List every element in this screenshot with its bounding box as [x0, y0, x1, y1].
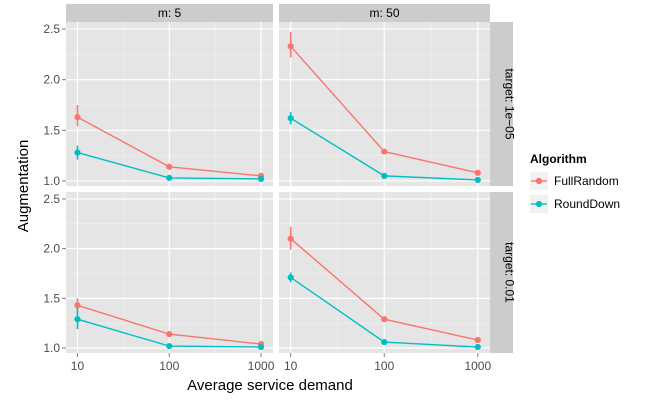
- x-tick-label: 100: [159, 359, 179, 373]
- facet-panel: [66, 192, 273, 353]
- data-point: [381, 148, 388, 155]
- data-point: [287, 235, 294, 242]
- y-tick-label: 1.0: [43, 341, 60, 355]
- data-point: [381, 338, 388, 346]
- facet-strip-right: [490, 192, 513, 353]
- facet-strip-right: [490, 22, 513, 186]
- legend-entry-label: RoundDown: [554, 197, 620, 211]
- x-tick-label: 1000: [248, 359, 275, 373]
- data-point: [74, 302, 81, 309]
- axis-layer: Augmentation Average service demand 1.0 1…: [15, 22, 491, 394]
- y-tick-label: 1.5: [43, 123, 60, 137]
- data-point: [74, 316, 81, 323]
- facet-panel: [279, 192, 490, 353]
- data-point: [474, 169, 481, 176]
- data-point: [474, 176, 481, 184]
- data-point: [257, 175, 265, 183]
- facet-column-label: m: 5: [158, 6, 182, 20]
- facet-strip-layer: m: 5 m: 50 target: 1e−05 target: 0.01: [66, 4, 517, 353]
- facet-panel: [66, 22, 273, 186]
- data-point: [474, 343, 481, 351]
- x-axis-title: Average service demand: [187, 377, 353, 394]
- y-tick-label: 2.5: [43, 22, 60, 36]
- x-tick-label: 10: [71, 359, 85, 373]
- data-point: [74, 114, 81, 121]
- y-tick-label: 2.0: [43, 73, 60, 87]
- data-point: [381, 316, 388, 323]
- data-point: [166, 342, 173, 350]
- y-axis-title: Augmentation: [15, 140, 32, 233]
- data-point: [166, 163, 173, 170]
- x-tick-label: 10: [284, 359, 298, 373]
- legend: Algorithm FullRandom RoundDown: [530, 152, 620, 213]
- y-tick-label: 2.0: [43, 242, 60, 256]
- data-point: [381, 172, 388, 179]
- legend-key-point: [535, 200, 543, 208]
- data-point: [287, 43, 294, 50]
- facet-strip-top: [66, 4, 273, 22]
- facet-row-label: target: 1e−05: [503, 68, 517, 139]
- data-point: [474, 336, 481, 344]
- facet-panel: [279, 22, 490, 186]
- legend-entry-label: FullRandom: [554, 174, 619, 188]
- data-point: [257, 343, 265, 351]
- y-tick-label: 1.0: [43, 174, 60, 188]
- data-point: [166, 331, 173, 338]
- x-tick-label: 1000: [464, 359, 491, 373]
- facet-column-label: m: 50: [369, 6, 399, 20]
- facet-row-label: target: 0.01: [503, 242, 517, 303]
- data-point: [287, 274, 294, 281]
- data-point: [287, 115, 294, 122]
- data-point: [166, 174, 173, 182]
- data-point: [74, 149, 81, 156]
- y-tick-label: 2.5: [43, 192, 60, 206]
- legend-title: Algorithm: [530, 152, 587, 166]
- panel-layer: [66, 22, 490, 353]
- x-tick-label: 100: [374, 359, 394, 373]
- legend-key-point: [535, 177, 543, 185]
- y-tick-label: 1.5: [43, 291, 60, 305]
- facet-strip-top: [279, 4, 490, 22]
